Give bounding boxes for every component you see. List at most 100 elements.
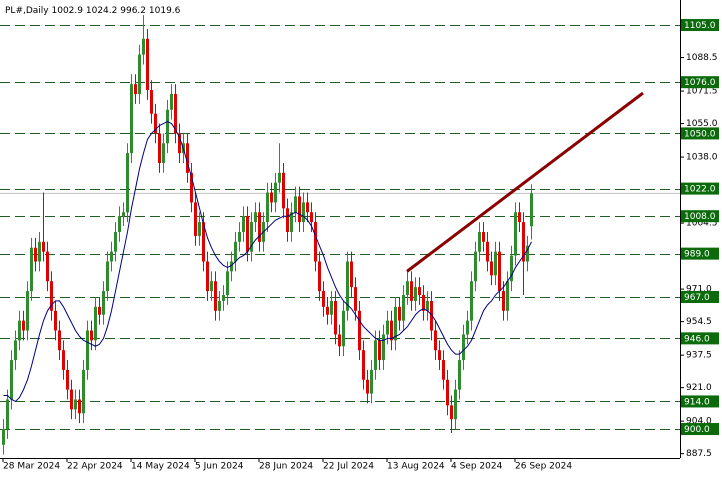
candle-body [474, 251, 477, 282]
candle-body [170, 94, 173, 110]
y-tick-label: 1088.5 [686, 53, 718, 63]
candle-body [234, 241, 237, 262]
candle-body [366, 379, 369, 394]
candle-body [270, 192, 273, 203]
candle-body [434, 330, 437, 351]
candle-body [530, 193, 533, 227]
candle-body [74, 399, 77, 410]
candle-body [254, 212, 257, 223]
candle-body [94, 306, 97, 341]
candle-body [246, 216, 249, 252]
candle-body [466, 320, 469, 335]
candle-body [238, 231, 241, 242]
candle-body [6, 399, 9, 430]
trendline [406, 91, 644, 273]
level-label: 1022.0 [684, 185, 716, 195]
candle-body [350, 261, 353, 288]
candle-body [142, 38, 145, 55]
candle-body [58, 330, 61, 351]
candle-body [154, 113, 157, 134]
y-tick-label: 971.0 [686, 285, 712, 295]
candle-body [230, 261, 233, 272]
candle-body [54, 310, 57, 331]
candle-body [526, 245, 529, 262]
candle-body [114, 231, 117, 252]
candle-body [18, 320, 21, 341]
x-tick-label: 13 Aug 2024 [387, 462, 445, 472]
level-label-box [681, 127, 719, 140]
level-label-box [681, 395, 719, 408]
candle-body [222, 295, 225, 301]
candle-body [190, 172, 193, 203]
candle-body [506, 281, 509, 311]
candle-body [442, 360, 445, 380]
candle-body [266, 192, 269, 223]
candle-body [422, 295, 425, 311]
candle-body [90, 330, 93, 341]
level-label: 914.0 [684, 397, 710, 407]
candle-body [38, 241, 41, 262]
candle-body [206, 261, 209, 292]
candle-body [318, 261, 321, 292]
candle-body [82, 369, 85, 414]
x-tick-label: 14 May 2024 [131, 462, 190, 472]
candle-body [226, 271, 229, 296]
candle-body [10, 360, 13, 400]
candle-body [26, 291, 29, 331]
candle-body [358, 310, 361, 351]
level-label: 1050.0 [684, 129, 716, 139]
level-label-box [681, 19, 719, 32]
candle-body [250, 222, 253, 252]
candle-body [486, 241, 489, 262]
candle-body [514, 212, 517, 256]
close-value: 1019.6 [149, 6, 181, 16]
candle-body [290, 212, 293, 232]
candle-body [490, 261, 493, 276]
level-label: 1105.0 [684, 21, 716, 31]
candle-body [2, 429, 5, 445]
candle-body [446, 379, 449, 406]
candle-body [106, 261, 109, 292]
candle-body [522, 222, 525, 262]
candle-body [174, 94, 177, 134]
candle-body [14, 340, 17, 361]
candle-body [378, 340, 381, 361]
high-value: 1024.2 [86, 6, 118, 16]
candle-body [510, 255, 513, 282]
candle-body [282, 172, 285, 209]
candle-body [478, 231, 481, 252]
candle-body [210, 281, 213, 292]
candle-body [162, 143, 165, 163]
candle-body [62, 350, 65, 370]
candle-body [150, 90, 153, 114]
candle-body [118, 216, 121, 232]
level-label-box [681, 210, 719, 223]
y-tick-label: 954.5 [686, 317, 712, 327]
candle-body [334, 300, 337, 335]
candle-body [258, 212, 261, 242]
level-label-box [681, 182, 719, 195]
candle-body [330, 300, 333, 315]
candle-body [390, 320, 393, 341]
candle-body [518, 212, 521, 223]
level-label-box [681, 423, 719, 436]
candle-body [470, 281, 473, 321]
candle-body [218, 300, 221, 311]
level-label-box [681, 247, 719, 260]
candle-body [502, 291, 505, 311]
candle-body [134, 84, 137, 95]
candle-body [138, 54, 141, 95]
candle-body [274, 182, 277, 203]
y-tick-label: 1038.0 [686, 153, 718, 163]
candle-body [22, 320, 25, 331]
candle-body [394, 306, 397, 341]
candle-body [482, 231, 485, 242]
candle-body [326, 306, 329, 315]
candle-body [410, 281, 413, 301]
candle-body [462, 334, 465, 361]
candle-body [418, 287, 421, 296]
candle-body [310, 212, 313, 223]
candle-body [362, 350, 365, 380]
candle-body [50, 281, 53, 311]
